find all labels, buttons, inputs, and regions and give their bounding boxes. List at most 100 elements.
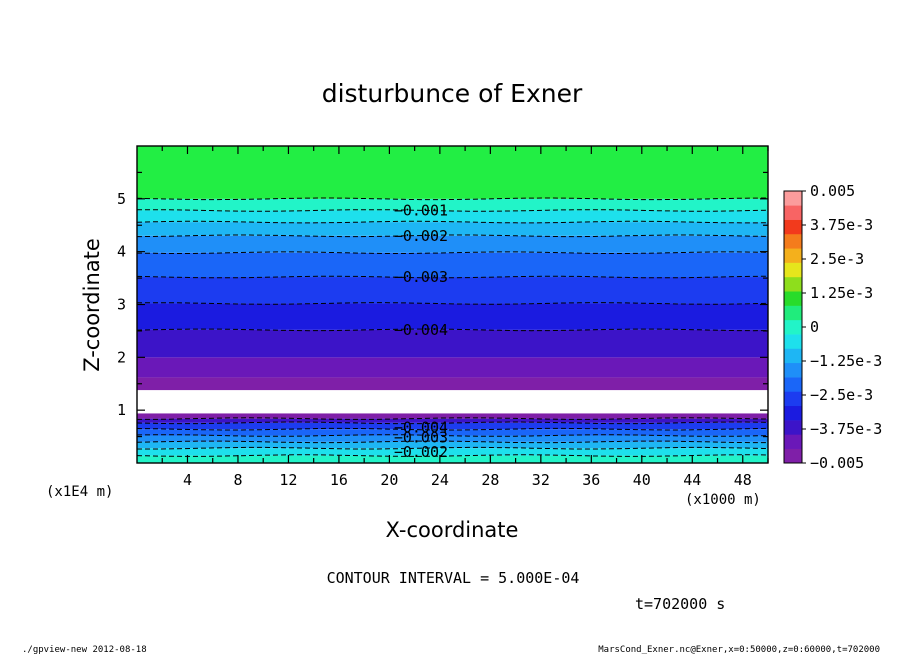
colorbar: 0.005 3.75e-3 2.5e-3 1.25e-3 0 −1.25e-3 −2.5e-…	[784, 182, 882, 472]
colorbar-frame	[783, 190, 803, 464]
colorbar-tick-label: 0.005	[810, 182, 855, 200]
colorbar-swatch-14	[784, 248, 802, 263]
contour-lines	[136, 197, 769, 457]
contour-line-9	[136, 275, 769, 279]
contour-line-10	[136, 251, 769, 254]
contour-line-3	[136, 434, 769, 437]
contour-band-13	[137, 277, 768, 304]
x-tick-label: 12	[279, 471, 297, 489]
contour-band-1	[137, 448, 768, 456]
colorbar-swatch-5	[784, 377, 802, 392]
contour-band-18	[137, 198, 768, 211]
contour-label-6: −0.002	[394, 443, 448, 461]
x-axis-ticks: 4 8 12 16 20 24 28 32 36 40 44 48	[161, 146, 769, 489]
contour-line-4	[136, 427, 769, 431]
x-tick-label: 28	[481, 471, 499, 489]
contour-band-5	[137, 422, 768, 430]
colorbar-swatch-7	[784, 348, 802, 364]
contour-line-5	[136, 421, 769, 425]
colorbar-tick-label: −1.25e-3	[810, 352, 882, 370]
contour-labels: −0.001−0.002−0.003−0.004−0.004−0.003−0.0…	[394, 201, 448, 460]
x-axis-unit: (x1000 m)	[685, 492, 761, 508]
y-tick-label: 5	[117, 190, 126, 208]
contour-line-14	[136, 197, 769, 201]
x-tick-label: 48	[734, 471, 752, 489]
x-axis-label: X-coordinate	[386, 518, 519, 542]
contour-line-13	[137, 209, 769, 212]
contour-band-3	[137, 435, 768, 442]
colorbar-tick-label: −0.005	[810, 454, 864, 472]
colorbar-swatch-1	[784, 434, 802, 449]
x-tick-label: 8	[233, 471, 242, 489]
contour-band-19	[137, 146, 768, 199]
contour-band-12	[137, 303, 768, 330]
contour-line-8	[136, 302, 769, 305]
colorbar-swatch-3	[784, 405, 802, 421]
colorbar-swatch-11	[784, 291, 802, 306]
contour-line-11	[136, 234, 769, 238]
contour-line-12	[136, 220, 769, 224]
colorbar-tick-label: 2.5e-3	[810, 250, 864, 268]
contour-label-1: −0.002	[394, 227, 448, 245]
y-tick-label: 2	[117, 348, 126, 366]
colorbar-swatch-8	[784, 334, 802, 349]
contour-band-8	[137, 390, 768, 414]
x-tick-label: 24	[431, 471, 449, 489]
y-axis-unit: (x1E4 m)	[46, 484, 113, 500]
colorbar-swatch-18	[784, 191, 802, 206]
contour-band-15	[137, 235, 768, 253]
contour-band-2	[137, 441, 768, 449]
colorbar-swatch-16	[784, 219, 802, 235]
contour-band-0	[137, 455, 768, 463]
colorbar-tick-label: 3.75e-3	[810, 216, 873, 234]
contour-label-3: −0.004	[394, 321, 448, 339]
contour-band-7	[137, 413, 768, 419]
contour-band-4	[137, 429, 768, 436]
y-tick-label: 1	[117, 401, 126, 419]
colorbar-swatch-9	[784, 319, 802, 335]
contour-line-2	[136, 440, 769, 444]
y-tick-label: 3	[117, 296, 126, 314]
footer-left-text: ./gpview-new 2012-08-18	[22, 645, 147, 654]
colorbar-tick-label: 1.25e-3	[810, 284, 873, 302]
time-stamp-text: t=702000 s	[635, 595, 725, 613]
x-tick-label: 4	[183, 471, 192, 489]
contour-band-17	[137, 210, 768, 223]
contour-band-6	[137, 418, 768, 423]
filled-contour-bands	[137, 146, 768, 463]
contour-band-10	[137, 357, 768, 378]
colorbar-swatch-13	[784, 262, 802, 278]
colorbar-tick-label: 0	[810, 318, 819, 336]
colorbar-tick-label: −3.75e-3	[810, 420, 882, 438]
contour-label-5: −0.003	[394, 429, 448, 447]
contour-band-14	[137, 252, 768, 278]
footer-right-text: MarsCond_Exner.nc@Exner,x=0:50000,z=0:60…	[598, 645, 880, 654]
contour-band-9	[137, 377, 768, 391]
x-tick-label: 16	[330, 471, 348, 489]
colorbar-swatch-2	[784, 420, 802, 435]
colorbar-swatch-4	[784, 391, 802, 407]
x-tick-label: 44	[683, 471, 701, 489]
contour-line-1	[137, 446, 769, 450]
x-tick-label: 40	[633, 471, 651, 489]
contour-label-0: −0.001	[394, 201, 448, 219]
contour-interval-text: CONTOUR INTERVAL = 5.000E-04	[327, 569, 580, 587]
contour-line-7	[136, 328, 769, 332]
contour-label-2: −0.003	[394, 268, 448, 286]
colorbar-swatch-10	[784, 305, 802, 321]
y-tick-label: 4	[117, 243, 126, 261]
colorbar-swatch-6	[784, 362, 802, 378]
y-axis-ticks: 1 2 3 4 5	[117, 171, 768, 438]
colorbar-swatch-17	[784, 205, 802, 220]
colorbar-tick-label: −2.5e-3	[810, 386, 873, 404]
chart-title: disturbunce of Exner	[322, 79, 583, 108]
contour-line-6	[137, 417, 769, 420]
x-tick-label: 32	[532, 471, 550, 489]
contour-label-4: −0.004	[394, 419, 448, 437]
x-tick-label: 20	[380, 471, 398, 489]
colorbar-swatch-15	[784, 233, 802, 249]
colorbar-swatch-12	[784, 276, 802, 292]
y-axis-label: Z-coordinate	[80, 238, 104, 372]
contour-band-11	[137, 329, 768, 358]
